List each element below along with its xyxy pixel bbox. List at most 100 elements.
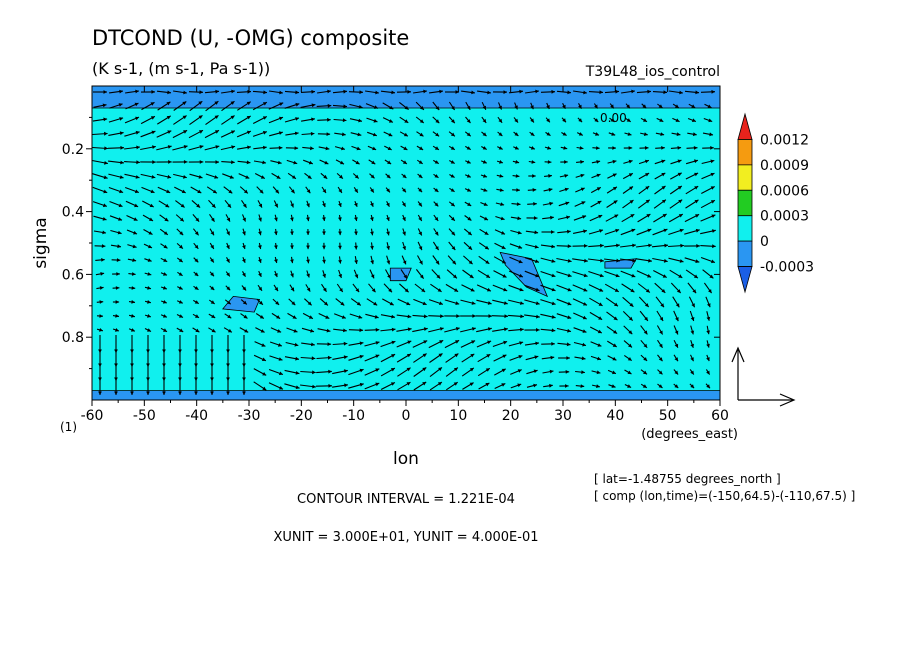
wind-vector [289,284,295,292]
wind-vector [528,146,536,150]
wind-vector [706,311,711,321]
wind-vector [684,90,700,95]
wind-vector [690,325,695,335]
wind-vector [530,102,534,110]
wind-vector [173,173,187,179]
wind-vector [545,117,551,123]
wind-vector [495,202,505,206]
wind-vector [319,159,329,165]
wind-vector [588,90,604,95]
wind-vector [541,355,555,360]
wind-vector [176,327,184,333]
wind-vector [221,100,235,112]
wind-vector [607,173,617,179]
wind-vector [268,102,284,110]
wind-vector [209,242,215,250]
wind-vector [622,199,634,209]
wind-vector [413,89,427,94]
colorbar-label: 0.0009 [760,158,809,174]
wind-vector [208,313,216,319]
wind-vector [92,146,108,151]
wind-vector [524,257,540,263]
wind-vector [416,131,424,137]
y-tick-label: 0.2 [62,142,84,158]
wind-vector [684,244,700,248]
wind-vector [306,228,310,236]
wind-vector [270,160,282,165]
wind-vector [364,354,380,362]
wind-vector [352,283,360,293]
wind-vector [305,186,311,194]
wind-vector [637,213,651,223]
wind-vector [290,214,294,222]
x-tick-label: 30 [554,408,572,424]
wind-vector [573,312,587,320]
wind-vector [284,369,300,375]
wind-vector [508,314,524,319]
wind-vector [557,215,571,220]
wind-vector [609,103,615,109]
wind-vector [354,228,358,236]
x-tick-label: -30 [238,408,261,424]
wind-vector [321,283,327,293]
wind-vector [224,313,232,319]
wind-vector [561,132,567,136]
x-tick-label: 0 [402,408,411,424]
wind-vector [142,214,154,222]
wind-vector [108,186,124,194]
wind-vector [384,145,392,151]
wind-vector [478,255,490,265]
wind-vector [449,160,455,164]
wind-vector [333,313,347,319]
wind-vector [336,283,344,293]
wind-vector [591,160,601,164]
wind-vector [128,272,136,276]
wind-vector [481,146,487,150]
wind-vector [255,313,265,319]
wind-vector [703,117,713,123]
wind-vector [415,269,425,279]
wind-vector [256,298,264,306]
wind-vector [300,356,316,361]
wind-vector [625,103,631,109]
plot-background [92,86,720,400]
wind-vector [638,296,650,308]
wind-vector [540,284,556,292]
wind-vector [332,341,348,346]
wind-vector [590,200,602,208]
wind-vector [492,284,508,292]
wind-vector [240,313,248,319]
wind-vector [286,327,298,333]
wind-vector [349,103,363,109]
wind-vector [540,244,556,249]
wind-vector [575,173,585,178]
colorbar-label: 0.0012 [760,132,809,148]
wind-vector [160,257,168,263]
wind-vector [222,173,234,179]
wind-vector [206,186,218,194]
wind-vector [464,131,472,137]
wind-vector [495,215,505,221]
wind-vector [126,214,138,222]
wind-vector [492,340,508,348]
wind-vector [384,159,392,165]
wind-vector [510,383,522,389]
wind-vector [354,256,358,264]
info-line-comp: [ comp (lon,time)=(-150,64.5)-(-110,67.5… [594,489,855,503]
wind-vector [401,201,407,207]
wind-vector [303,159,313,165]
wind-vector [380,367,396,377]
wind-vector [320,172,328,180]
wind-vector [402,241,406,251]
wind-vector [396,90,412,94]
wind-vector [572,284,588,292]
wind-vector [364,368,380,376]
wind-vector [589,311,603,321]
wind-vector [399,116,409,124]
wind-vector [700,214,716,222]
wind-vector [317,117,331,122]
wind-vector [572,258,588,263]
wind-vector [338,269,342,279]
wind-vector [242,256,246,264]
wind-vector [655,132,665,136]
